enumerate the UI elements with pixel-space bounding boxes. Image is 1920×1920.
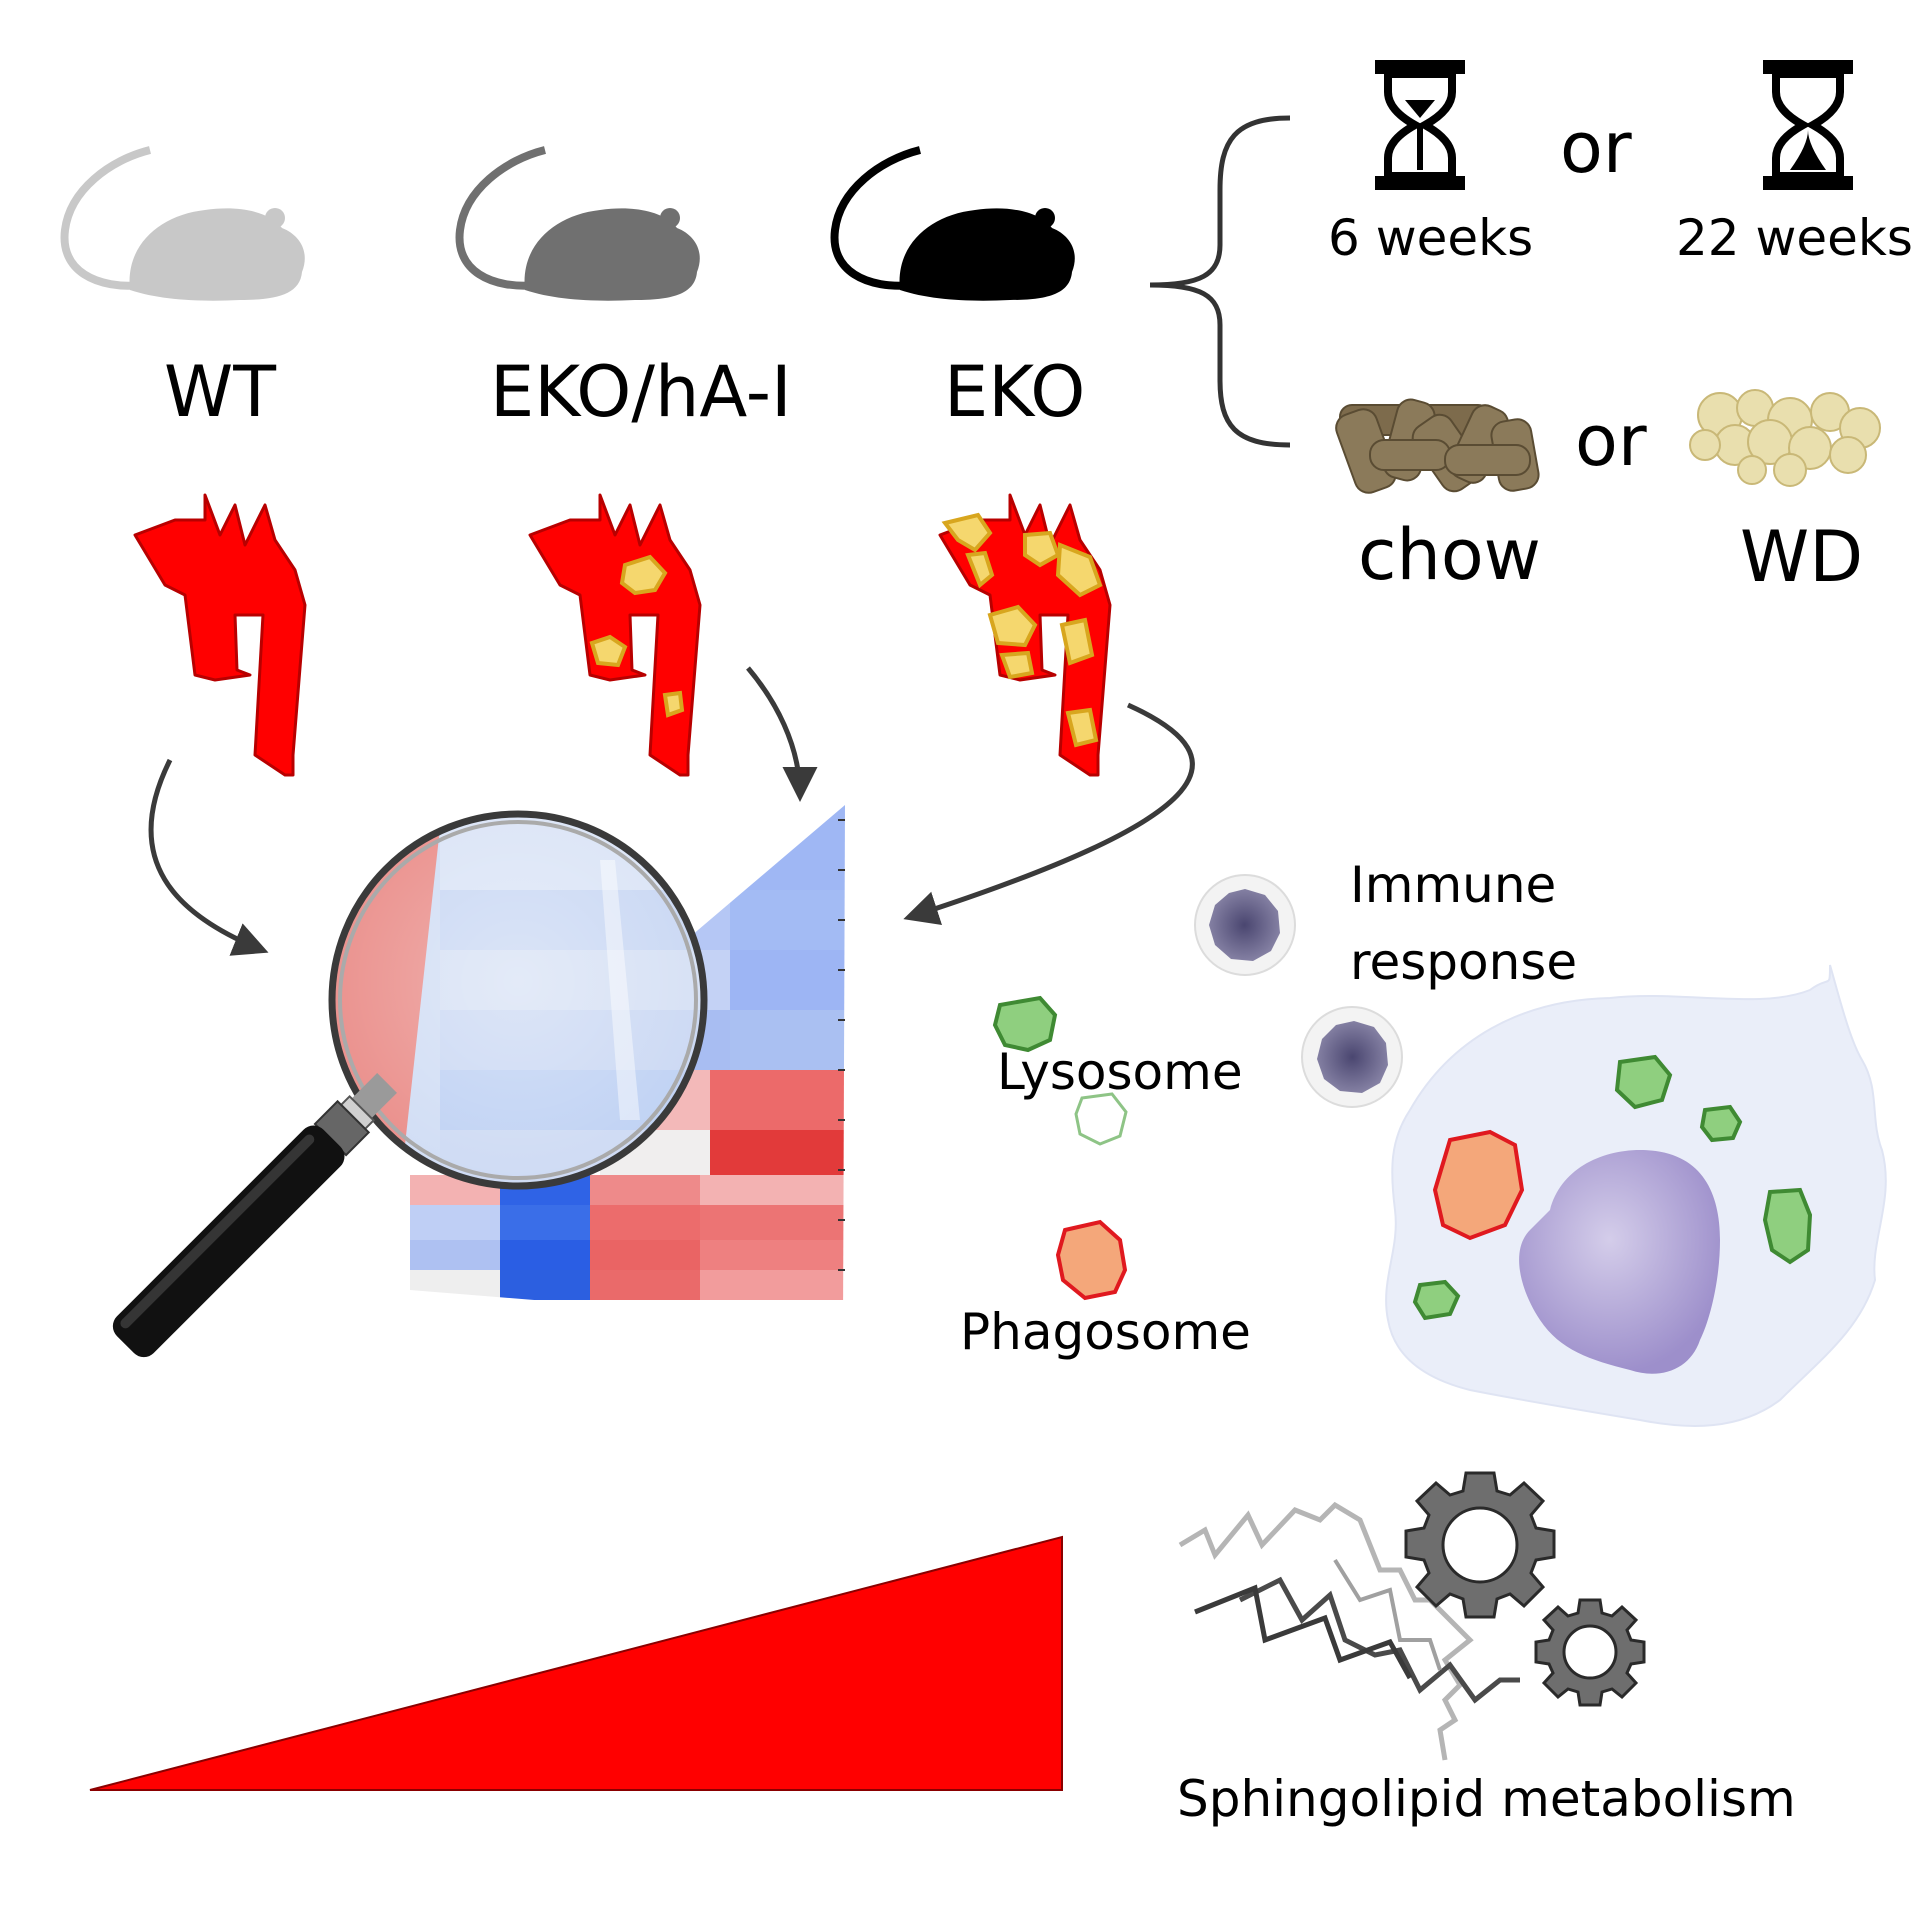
condition-brace xyxy=(1149,115,1291,448)
duration-label-short: 6 weeks xyxy=(1328,209,1534,267)
genotype-label-wt: WT xyxy=(164,351,276,433)
gear-icon-small xyxy=(1534,1598,1646,1707)
mouse-icon-eko-ha-i xyxy=(455,146,700,301)
duration-label-long: 22 weeks xyxy=(1676,209,1913,267)
diet-label-wd: WD xyxy=(1740,516,1864,598)
hourglass-icon-6-weeks xyxy=(1375,60,1465,190)
lysosome-icon xyxy=(992,995,1128,1146)
hourglass-icon-22-weeks xyxy=(1763,60,1853,190)
food-pellets-icon-wd xyxy=(1689,389,1881,487)
aortic-arch-icon-eko-ha-i xyxy=(528,493,702,777)
lysosome-label: Lysosome xyxy=(997,1043,1243,1101)
immune-response-label-line1: Immune xyxy=(1350,856,1557,914)
lipid-chain-icon xyxy=(1178,1501,1520,1761)
mouse-icon-eko xyxy=(830,146,1075,301)
food-pellets-icon-chow xyxy=(1335,398,1540,494)
genotype-label-eko-ha-i: EKO/hA-I xyxy=(490,351,792,433)
sphingolipid-metabolism-label: Sphingolipid metabolism xyxy=(1177,1770,1796,1828)
mouse-icon-wt xyxy=(60,146,305,301)
immune-response-label-line2: response xyxy=(1350,933,1578,991)
phagosome-label: Phagosome xyxy=(960,1303,1251,1361)
macrophage-icon xyxy=(1385,964,1887,1427)
gear-icon-large xyxy=(1404,1471,1556,1619)
aortic-arch-icon-eko xyxy=(938,493,1112,777)
flow-arrows xyxy=(148,666,1195,956)
magnifier-icon xyxy=(112,810,708,1358)
connector-or-diet: or xyxy=(1575,400,1647,482)
immune-cells xyxy=(1194,874,1403,1108)
genotype-label-eko: EKO xyxy=(944,351,1086,433)
phagosome-icon xyxy=(1055,1219,1128,1301)
diet-label-chow: chow xyxy=(1358,514,1541,596)
connector-or-time: or xyxy=(1560,107,1632,189)
severity-gradient-triangle xyxy=(89,1535,1063,1791)
aortic-arch-icon-wt xyxy=(133,493,307,777)
